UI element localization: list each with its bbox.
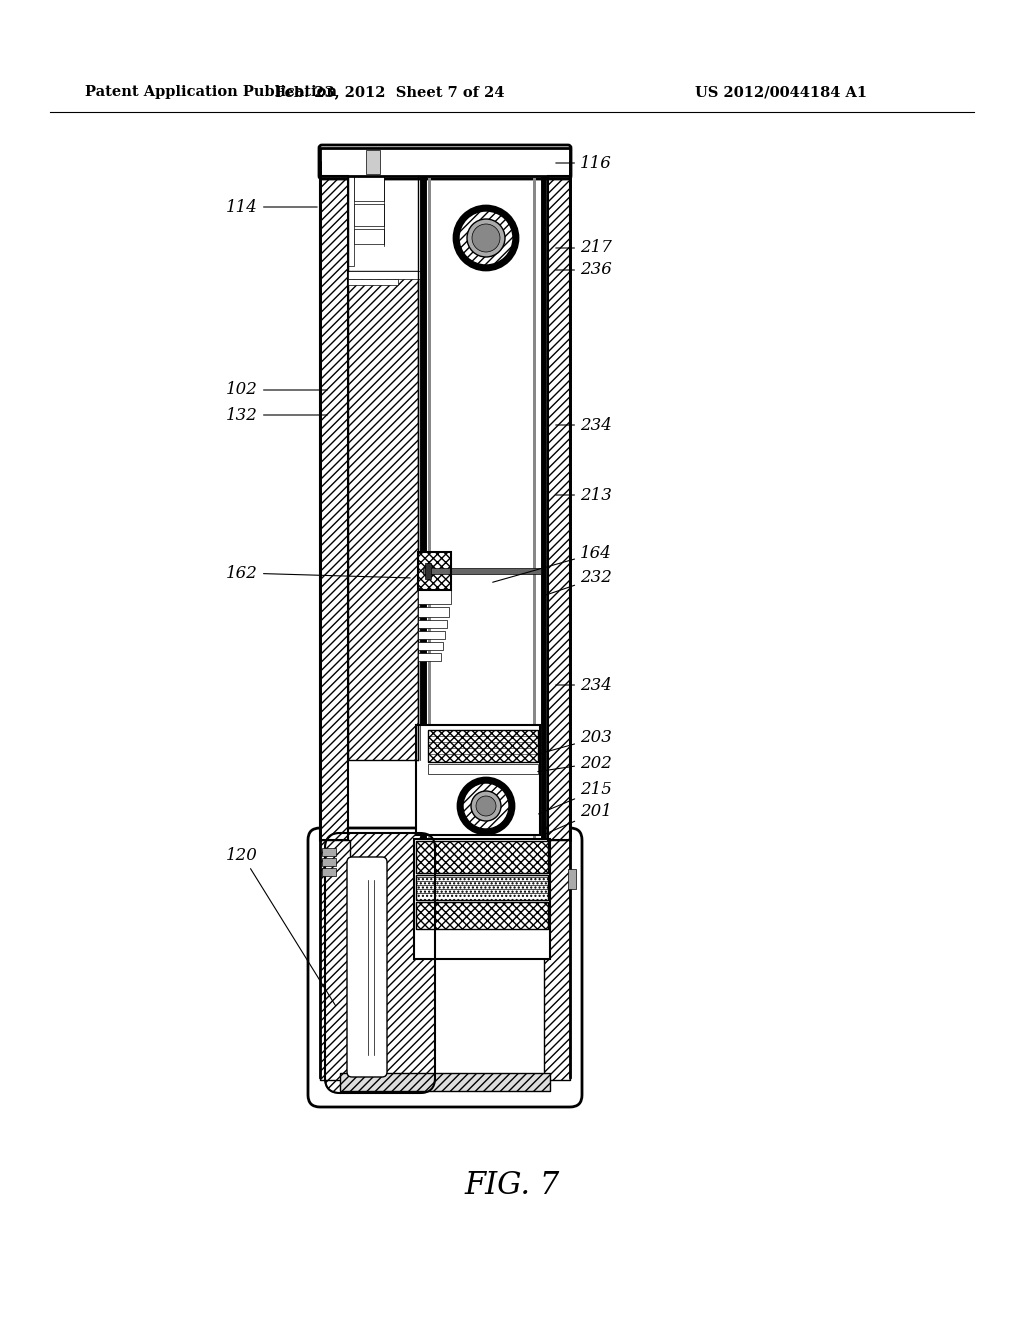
Bar	[426, 176, 541, 840]
Bar	[348, 271, 420, 279]
Text: FIG. 7: FIG. 7	[464, 1170, 560, 1200]
Bar	[418, 552, 451, 590]
Circle shape	[459, 211, 513, 265]
Bar	[354, 176, 384, 201]
Bar	[322, 847, 336, 855]
Bar	[416, 725, 540, 836]
Text: 234: 234	[556, 676, 612, 693]
Circle shape	[471, 791, 501, 821]
Bar	[416, 875, 548, 900]
Bar	[544, 840, 570, 1080]
Bar	[354, 228, 384, 244]
Text: Feb. 23, 2012  Sheet 7 of 24: Feb. 23, 2012 Sheet 7 of 24	[275, 84, 505, 99]
Text: 120: 120	[226, 846, 336, 1006]
Bar	[319, 176, 348, 840]
Bar	[423, 568, 541, 574]
FancyBboxPatch shape	[325, 833, 435, 1093]
Bar	[319, 148, 570, 176]
FancyBboxPatch shape	[319, 145, 571, 180]
Text: US 2012/0044184 A1: US 2012/0044184 A1	[695, 84, 867, 99]
Circle shape	[472, 224, 500, 252]
Bar	[548, 176, 570, 840]
Bar	[420, 176, 426, 840]
Text: 236: 236	[556, 261, 612, 279]
FancyBboxPatch shape	[308, 828, 582, 1107]
Bar	[319, 176, 348, 840]
Bar	[348, 271, 418, 760]
Bar	[416, 902, 548, 929]
Circle shape	[467, 219, 505, 257]
Circle shape	[454, 206, 518, 271]
Bar	[416, 902, 548, 929]
Bar	[418, 620, 447, 628]
Bar	[322, 869, 336, 876]
Bar	[544, 840, 570, 1080]
Bar	[428, 730, 538, 762]
Bar	[348, 279, 398, 285]
Bar	[414, 840, 550, 960]
FancyBboxPatch shape	[347, 857, 387, 1077]
Bar	[322, 858, 336, 866]
Bar	[416, 841, 548, 873]
Text: 234: 234	[556, 417, 612, 433]
Bar	[319, 840, 350, 1080]
Bar	[428, 178, 431, 838]
Text: 132: 132	[226, 407, 328, 424]
Text: 164: 164	[493, 544, 612, 582]
Bar	[418, 552, 451, 590]
Bar	[348, 176, 354, 267]
Bar	[428, 764, 538, 774]
Bar	[425, 564, 431, 579]
Text: 116: 116	[556, 154, 612, 172]
Bar	[319, 148, 570, 176]
Bar	[418, 590, 451, 605]
Text: 201: 201	[546, 804, 612, 834]
Bar	[418, 607, 449, 616]
Bar	[418, 631, 445, 639]
Text: 232: 232	[546, 569, 612, 595]
Text: 203: 203	[538, 730, 612, 754]
Bar	[366, 150, 380, 174]
Text: 114: 114	[226, 198, 317, 215]
Bar	[541, 176, 546, 840]
Bar	[348, 271, 418, 760]
Bar	[568, 869, 575, 888]
Bar	[416, 841, 548, 873]
Bar	[548, 176, 570, 840]
Bar	[428, 730, 538, 762]
Bar	[418, 653, 441, 661]
Text: 102: 102	[226, 381, 328, 399]
Bar	[354, 205, 384, 226]
Text: 162: 162	[226, 565, 411, 582]
Text: 202: 202	[538, 755, 612, 772]
Text: 215: 215	[539, 781, 612, 814]
Bar	[418, 642, 443, 649]
Circle shape	[476, 796, 496, 816]
Circle shape	[458, 777, 514, 834]
Bar	[416, 875, 548, 900]
Bar	[319, 840, 350, 1080]
Bar	[340, 1073, 550, 1092]
Bar	[534, 178, 536, 838]
Text: Patent Application Publication: Patent Application Publication	[85, 84, 337, 99]
Bar	[340, 1073, 550, 1092]
Text: 213: 213	[556, 487, 612, 503]
Text: 217: 217	[556, 239, 612, 256]
Circle shape	[463, 783, 509, 829]
